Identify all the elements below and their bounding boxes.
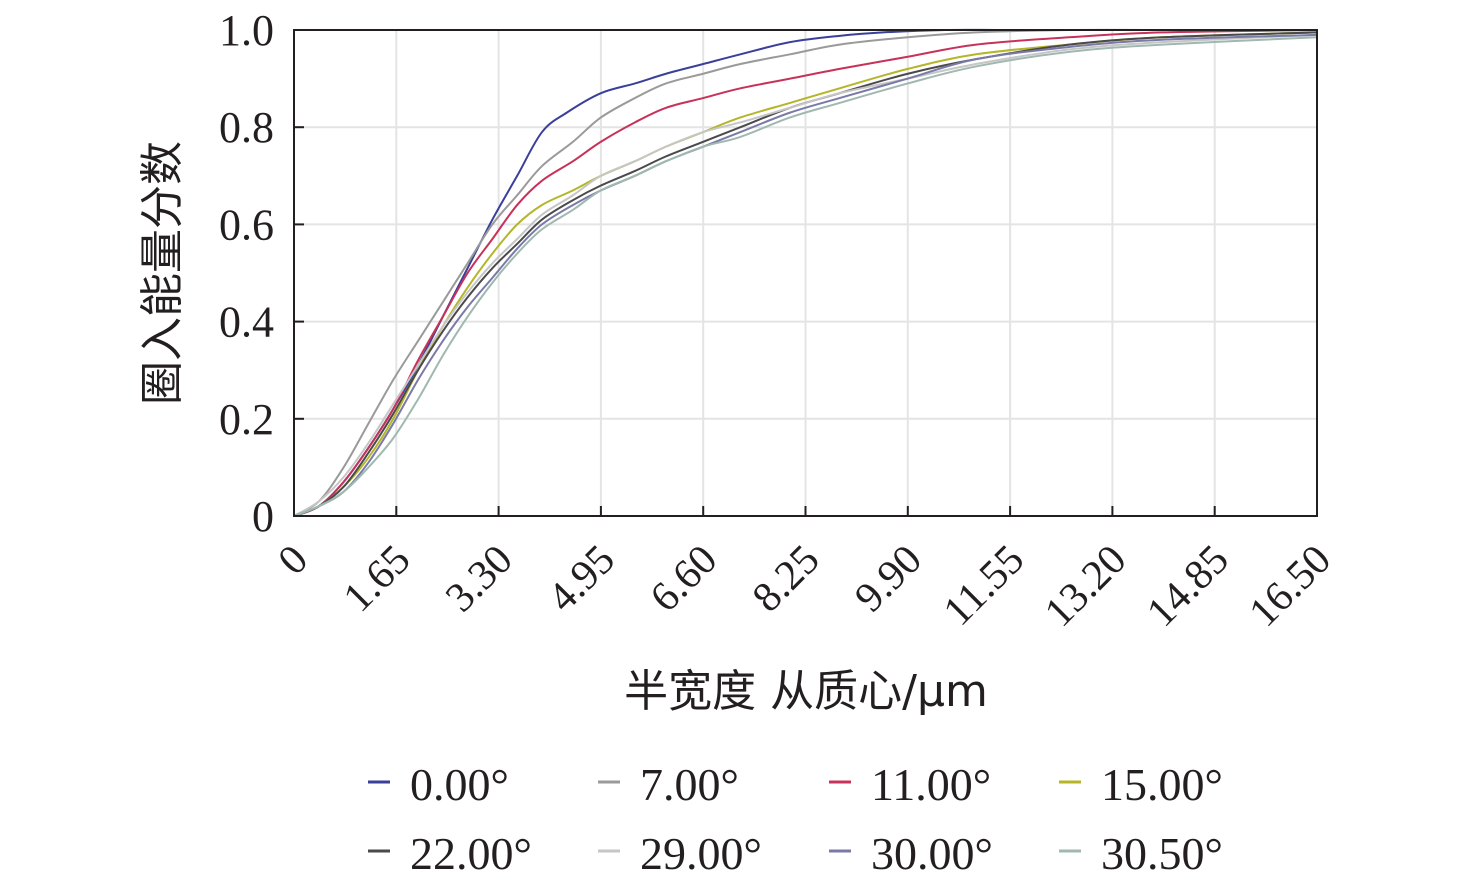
x-tick-label: 0 — [270, 537, 317, 584]
series-lines — [293, 28, 1318, 517]
legend-label: 7.00° — [640, 759, 739, 810]
x-tick-label: 1.65 — [335, 537, 419, 621]
x-tick-label: 16.50 — [1241, 537, 1340, 636]
x-tick-label: 11.55 — [935, 537, 1033, 635]
y-axis-title: 圈入能量分数 — [137, 141, 188, 405]
x-tick-label: 14.85 — [1138, 537, 1237, 636]
legend: 0.00° 7.00° 11.00° 15.00° 22.00° 29.00° 30.00°… — [368, 759, 1223, 879]
series-line-3 — [293, 29, 1318, 517]
y-tick-label: 0.4 — [219, 298, 274, 347]
legend-label: 30.50° — [1101, 828, 1223, 879]
legend-label: 0.00° — [410, 759, 509, 810]
x-tick-label: 13.20 — [1036, 537, 1135, 636]
x-tick-label: 8.25 — [744, 537, 828, 621]
x-tick-label: 6.60 — [642, 537, 726, 621]
x-tick-label: 9.90 — [846, 537, 930, 621]
legend-label: 15.00° — [1101, 759, 1223, 810]
series-line-6 — [293, 33, 1318, 517]
x-axis-title: 半宽度 从质心/μm — [624, 666, 988, 717]
legend-label: 29.00° — [640, 828, 762, 879]
legend-label: 22.00° — [410, 828, 532, 879]
y-tick-label: 0.2 — [219, 395, 274, 444]
x-tick-label: 3.30 — [437, 537, 521, 621]
y-tick-label: 0.6 — [219, 200, 274, 249]
series-line-2 — [293, 28, 1318, 517]
y-tick-label: 1.0 — [219, 6, 274, 55]
y-tick-label: 0 — [252, 492, 274, 541]
y-tick-label: 0.8 — [219, 103, 274, 152]
x-tick-label: 4.95 — [539, 537, 623, 621]
legend-label: 11.00° — [871, 759, 991, 810]
series-line-8 — [293, 36, 1318, 517]
legend-label: 30.00° — [871, 828, 993, 879]
